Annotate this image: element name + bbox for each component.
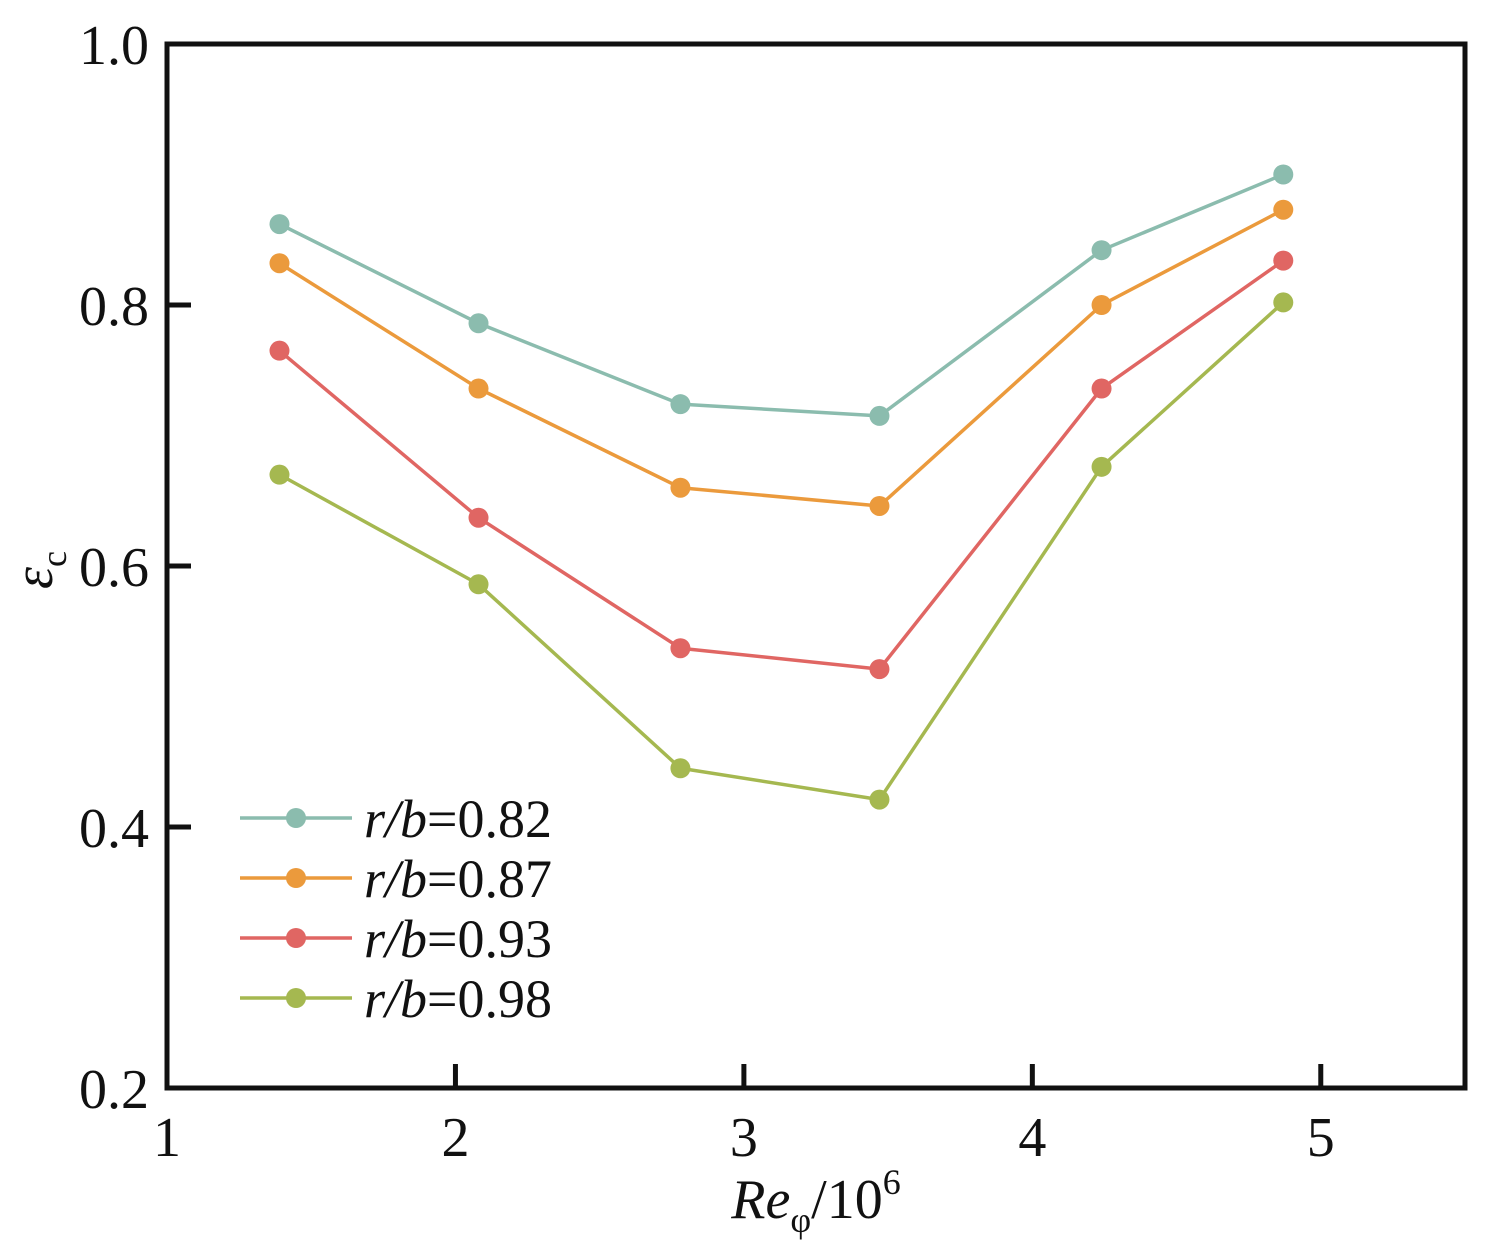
data-point [1273, 250, 1294, 271]
y-tick-label: 0.2 [79, 1059, 149, 1121]
series-line [278, 208, 1285, 508]
legend-label-variable: r/b [364, 909, 427, 969]
legend-marker [286, 928, 306, 948]
x-tick-label: 5 [1307, 1107, 1335, 1169]
data-point [1273, 199, 1294, 220]
series-3 [269, 250, 1294, 680]
series-4 [269, 292, 1294, 810]
y-axis-title-main: ε [3, 566, 65, 589]
data-point [468, 574, 489, 595]
legend-label-value: =0.93 [427, 909, 552, 969]
data-point [869, 659, 890, 680]
legend-label-variable: r/b [364, 849, 427, 909]
legend-item: r/b=0.87 [240, 849, 552, 909]
series-line [278, 259, 1285, 671]
x-axis-title-subscript: φ [790, 1200, 811, 1240]
data-point [1091, 378, 1112, 399]
legend-marker [286, 868, 306, 888]
legend-label: r/b=0.87 [364, 849, 552, 909]
legend-marker [286, 988, 306, 1008]
data-point [869, 405, 890, 426]
x-tick-label: 4 [1018, 1107, 1046, 1169]
legend-item: r/b=0.98 [240, 969, 552, 1029]
legend-label: r/b=0.93 [364, 909, 552, 969]
x-axis-title: Reφ/106 [730, 1162, 900, 1240]
data-point [269, 253, 290, 274]
legend-label-value: =0.98 [427, 969, 552, 1029]
legend-label: r/b=0.82 [364, 789, 552, 849]
data-point [269, 340, 290, 361]
data-point [670, 477, 691, 498]
legend: r/b=0.82r/b=0.87r/b=0.93r/b=0.98 [240, 789, 552, 1029]
legend-label-value: =0.82 [427, 789, 552, 849]
legend-label: r/b=0.98 [364, 969, 552, 1029]
x-axis-title-main: Re [730, 1169, 790, 1231]
data-point [468, 507, 489, 528]
x-axis-title-suffix: /10 [811, 1169, 883, 1231]
legend-item: r/b=0.82 [240, 789, 552, 849]
series-line [278, 301, 1285, 802]
legend-item: r/b=0.93 [240, 909, 552, 969]
y-axis-title-subscript: c [34, 551, 74, 567]
series-layer [269, 164, 1294, 810]
y-axis-title: εc [3, 551, 74, 589]
x-tick-label: 1 [153, 1107, 181, 1169]
legend-marker [286, 808, 306, 828]
legend-label-variable: r/b [364, 789, 427, 849]
y-tick-label: 0.6 [79, 537, 149, 599]
series-1 [269, 164, 1294, 426]
data-point [1091, 456, 1112, 477]
data-point [269, 464, 290, 485]
data-point [468, 313, 489, 334]
series-2 [269, 199, 1294, 516]
data-point [1091, 240, 1112, 261]
data-point [1273, 164, 1294, 185]
x-axis-title-superscript: 6 [883, 1162, 901, 1202]
y-tick-label: 0.8 [79, 276, 149, 338]
axis-ticks: 1 2 3 4 5 0.2 0.4 0.6 0.8 1.0 [79, 15, 1335, 1169]
data-point [869, 789, 890, 810]
data-point [869, 495, 890, 516]
series-line [278, 172, 1284, 418]
data-point [670, 758, 691, 779]
y-tick-label: 1.0 [79, 15, 149, 77]
data-point [1091, 295, 1112, 315]
data-point [269, 214, 290, 235]
plot-frame [164, 41, 1468, 1091]
legend-label-value: =0.87 [427, 849, 552, 909]
data-point [468, 378, 489, 399]
data-point [670, 394, 691, 415]
x-tick-label: 2 [441, 1107, 469, 1169]
data-point [1273, 292, 1294, 313]
y-tick-label: 0.4 [79, 798, 149, 860]
x-tick-label: 3 [730, 1107, 758, 1169]
data-point [670, 638, 691, 659]
legend-label-variable: r/b [364, 969, 427, 1029]
